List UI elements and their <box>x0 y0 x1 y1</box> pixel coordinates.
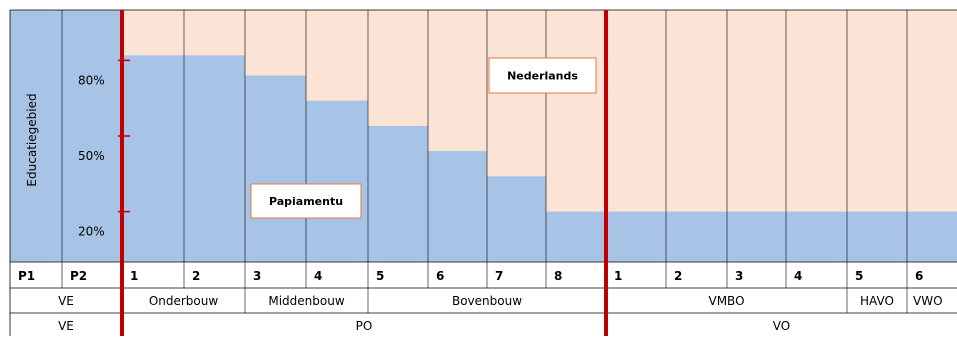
papiamentu-bar-1 <box>10 10 62 262</box>
grade-label-11: 1 <box>614 269 622 283</box>
nederlands-label-box <box>488 57 597 94</box>
phase-label-7: VWO <box>913 294 943 308</box>
grade-label-2: P2 <box>70 269 87 283</box>
grade-label-10: 8 <box>554 269 562 283</box>
papiamentu-bar-13 <box>727 211 786 262</box>
phase-label-4: Bovenbouw <box>452 294 522 308</box>
papiamentu-bar-11 <box>606 211 666 262</box>
grade-label-1: P1 <box>18 269 35 283</box>
grade-label-16: 6 <box>915 269 923 283</box>
grade-label-8: 6 <box>436 269 444 283</box>
papiamentu-bar-12 <box>666 211 727 262</box>
phase-label-3: Middenbouw <box>268 294 344 308</box>
y-tick-label-3: 20% <box>78 225 105 239</box>
papiamentu-bar-5 <box>245 75 306 263</box>
nederlands-label-text: Nederlands <box>507 70 578 83</box>
papiamentu-bar-8 <box>428 151 487 262</box>
papiamentu-bar-9 <box>487 176 546 262</box>
papiamentu-bar-3 <box>122 55 184 262</box>
level-label-3: VO <box>773 319 790 333</box>
papiamentu-bar-6 <box>306 100 368 262</box>
grade-label-7: 5 <box>376 269 384 283</box>
papiamentu-bar-14 <box>786 211 847 262</box>
grade-label-15: 5 <box>855 269 863 283</box>
level-label-1: VE <box>58 319 74 333</box>
papiamentu-label-box <box>250 183 362 219</box>
papiamentu-bar-15 <box>847 211 907 262</box>
grade-label-13: 3 <box>735 269 743 283</box>
grade-label-6: 4 <box>314 269 322 283</box>
phase-label-5: VMBO <box>708 294 744 308</box>
papiamentu-label-text: Papiamentu <box>269 195 343 208</box>
grade-label-4: 2 <box>192 269 200 283</box>
papiamentu-bar-4 <box>184 55 245 262</box>
grade-label-3: 1 <box>130 269 138 283</box>
phase-label-1: VE <box>58 294 74 308</box>
level-label-2: PO <box>356 319 373 333</box>
y-tick-label-1: 80% <box>78 73 105 87</box>
grade-label-9: 7 <box>495 269 503 283</box>
grade-label-14: 4 <box>794 269 802 283</box>
papiamentu-bar-2 <box>62 10 122 262</box>
papiamentu-bar-16 <box>907 211 957 262</box>
grade-label-12: 2 <box>674 269 682 283</box>
papiamentu-bar-10 <box>546 211 606 262</box>
phase-label-2: Onderbouw <box>149 294 219 308</box>
papiamentu-bar-7 <box>368 125 428 262</box>
grade-label-5: 3 <box>253 269 261 283</box>
y-axis-title: Educatiegebied <box>25 93 39 186</box>
phase-label-6: HAVO <box>860 294 894 308</box>
y-tick-label-2: 50% <box>78 149 105 163</box>
